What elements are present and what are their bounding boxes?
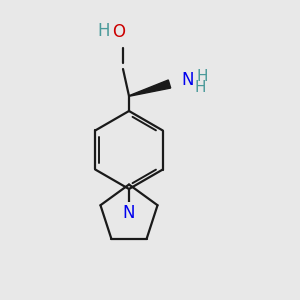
Text: H: H — [195, 80, 206, 94]
Text: H: H — [196, 69, 208, 84]
Polygon shape — [129, 80, 171, 96]
Text: O: O — [112, 23, 125, 41]
Text: N: N — [182, 71, 194, 89]
Text: H: H — [97, 22, 110, 40]
Text: N: N — [123, 204, 135, 222]
